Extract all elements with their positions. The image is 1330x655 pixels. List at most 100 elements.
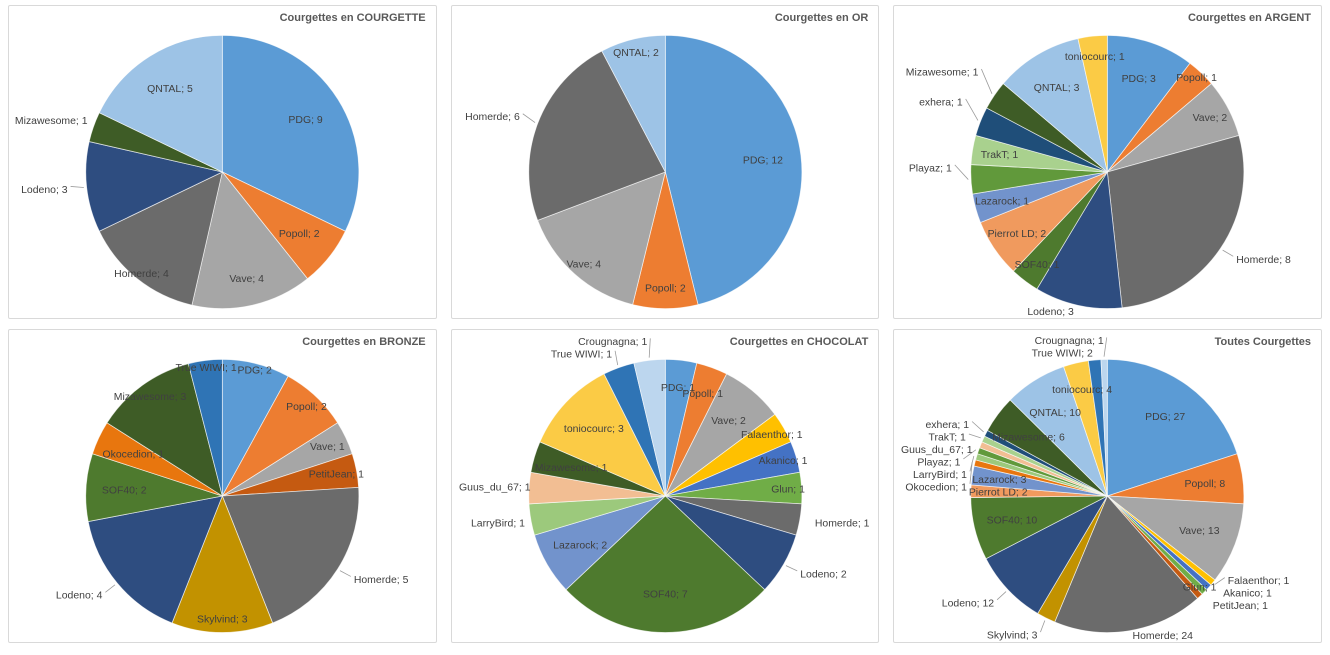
pie-chart-courgette: PDG; 9 Popoll; 2 Vave; 4 Homerde; 4 Lodeno; …: [15, 34, 360, 309]
pie-slice-homerde[interactable]: [221, 486, 360, 624]
chart-title: Courgettes en ARGENT: [1187, 12, 1311, 24]
pie-slice-homerde[interactable]: [1054, 495, 1199, 633]
label-leader-homerde: [339, 570, 352, 577]
slice-label-exhera: exhera; 1: [926, 420, 970, 431]
slice-label-popoll: Popoll; 1: [682, 389, 723, 400]
pie-slice-vave[interactable]: [191, 171, 309, 309]
slice-label-akanico: Akanico; 1: [1223, 589, 1272, 600]
pie-slice-pdg[interactable]: [221, 34, 360, 232]
slice-label-toniocourc: toniocourc; 4: [1053, 385, 1113, 396]
slice-label-pdg: PDG; 2: [237, 366, 271, 377]
pie-slice-crougnagna[interactable]: [1100, 358, 1109, 496]
slice-label-playaz: Playaz; 1: [918, 457, 961, 468]
slice-label-qntal: QNTAL; 5: [147, 84, 193, 95]
slice-label-sof40: SOF40; 1: [1015, 260, 1060, 271]
slice-label-popoll: Popoll; 2: [286, 402, 327, 413]
slice-label-guus-du-67: Guus_du_67; 1: [901, 445, 973, 456]
slice-label-falaenthor: Falaenthor; 1: [1228, 576, 1290, 587]
slice-label-skylvind: Skylvind; 3: [987, 631, 1038, 642]
pie-slice-crougnagna[interactable]: [633, 358, 666, 497]
label-leader-homerde: [1222, 249, 1234, 257]
slice-label-lazarock: Lazarock; 2: [553, 541, 607, 552]
pie-slice-pdg[interactable]: [664, 34, 802, 306]
slice-label-sof40: SOF40; 10: [987, 515, 1038, 526]
slice-label-okocedion: Okocedion; 1: [906, 482, 968, 493]
slice-label-sof40: SOF40; 7: [643, 590, 688, 601]
label-leader-lodeno: [105, 584, 116, 593]
pie-slice-toniocourc[interactable]: [1077, 34, 1109, 173]
slice-label-lodeno: Lodeno; 2: [800, 569, 847, 580]
slice-label-homerde: Homerde; 6: [465, 112, 520, 123]
slice-label-crougnagna: Crougnagna; 1: [578, 337, 647, 348]
pie-slice-homerde[interactable]: [1107, 134, 1245, 309]
slice-label-falaenthor: Falaenthor; 1: [741, 430, 803, 441]
pie-slice-lodeno[interactable]: [85, 141, 224, 232]
slice-label-mizawesome: Mizawesome; 6: [992, 433, 1065, 444]
pie-slice-qntal[interactable]: [600, 34, 666, 173]
slice-label-pierrot-ld: Pierrot LD; 2: [988, 229, 1047, 240]
slice-label-qntal: QNTAL; 2: [613, 48, 659, 59]
label-leader-true-wiwi: [614, 350, 618, 366]
slice-label-qntal: QNTAL; 3: [1034, 83, 1080, 94]
chart-panel-chocolat: Courgettes en CHOCOLAT PDG; 1 Popoll; 1 Va…: [450, 329, 880, 643]
slice-label-true-wiwi: True WIWI; 1: [551, 349, 612, 360]
pie-slice-homerde[interactable]: [528, 50, 666, 221]
slice-label-toniocourc: toniocourc; 3: [564, 424, 624, 435]
pie-slice-toniocourc[interactable]: [539, 373, 666, 497]
slice-label-vave: Vave; 4: [229, 274, 264, 285]
pie-slice-qntal[interactable]: [98, 34, 223, 173]
pie-slice-lodeno[interactable]: [87, 495, 223, 624]
pie-slice-vave[interactable]: [1106, 495, 1245, 581]
slice-label-mizawesome: Mizawesome; 1: [15, 116, 88, 127]
slice-label-pdg: PDG; 1: [661, 383, 695, 394]
slice-label-trakt: TrakT; 1: [981, 150, 1019, 161]
slice-label-vave: Vave; 4: [566, 259, 601, 270]
slice-label-pdg: PDG; 27: [1145, 412, 1185, 423]
slice-label-lodeno: Lodeno; 12: [942, 598, 995, 609]
slice-label-akanico: Akanico; 1: [758, 456, 807, 467]
slice-label-toniocourc: toniocourc; 1: [1065, 52, 1125, 63]
pie-slice-skylvind[interactable]: [171, 494, 274, 633]
label-leader-lodeno: [997, 591, 1007, 601]
slice-label-lodeno: Lodeno; 3: [1028, 307, 1075, 318]
chart-title: Courgettes en CHOCOLAT: [729, 336, 869, 348]
label-leader-exhera: [965, 98, 979, 121]
slice-label-homerde: Homerde; 4: [114, 269, 169, 280]
slice-label-trakt: TrakT; 1: [929, 432, 967, 443]
slice-label-lodeno: Lodeno; 3: [21, 185, 68, 196]
pie-slice-homerde[interactable]: [98, 171, 223, 306]
pie-slice-sof40[interactable]: [565, 495, 765, 633]
slice-label-skylvind: Skylvind; 3: [197, 614, 248, 625]
slice-label-mizawesome: Mizawesome; 1: [534, 463, 607, 474]
slice-label-glun: Glun; 1: [771, 484, 805, 495]
label-leader-larrybird: [969, 455, 975, 472]
slice-label-homerde: Homerde; 24: [1133, 631, 1194, 642]
slice-label-pdg: PDG; 12: [743, 156, 783, 167]
pie-slice-vave[interactable]: [536, 171, 666, 306]
label-leader-playaz: [963, 449, 977, 460]
pie-slice-pdg[interactable]: [1107, 34, 1191, 174]
pie-chart-toutes: PDG; 27 Popoll; 8 Vave; 13 Falaenthor; 1 Aka…: [901, 336, 1290, 642]
label-leader-homerde: [522, 113, 535, 123]
label-leader-mizawesome: [981, 68, 993, 94]
pie-slice-qntal[interactable]: [1003, 38, 1109, 174]
pie-slice-mizawesome[interactable]: [106, 363, 223, 497]
slice-label-pdg: PDG; 3: [1122, 74, 1156, 85]
slice-label-mizawesome: Mizawesome; 3: [114, 392, 187, 403]
pie-slice-lodeno[interactable]: [1036, 170, 1123, 309]
pie-slice-pdg[interactable]: [1107, 358, 1239, 497]
slice-label-popoll: Popoll; 2: [279, 229, 320, 240]
slice-label-crougnagna: Crougnagna; 1: [1035, 336, 1104, 347]
chart-title: Courgettes en COURGETTE: [279, 12, 426, 24]
slice-label-mizawesome: Mizawesome; 1: [906, 68, 979, 79]
slice-label-vave: Vave; 13: [1179, 526, 1220, 537]
chart-panel-bronze: Courgettes en BRONZE PDG; 2 Popoll; 2 Vave…: [8, 329, 437, 643]
slice-label-popoll: Popoll; 2: [645, 283, 686, 294]
chart-panel-courgette: Courgettes en COURGETTE PDG; 9 Popoll; 2 V…: [8, 5, 437, 319]
label-leader-skylvind: [1040, 620, 1046, 633]
label-leader-trakt: [969, 433, 982, 439]
chart-title: Courgettes en OR: [774, 12, 869, 24]
pie-slice-true-wiwi[interactable]: [187, 358, 223, 497]
slice-label-lazarock: Lazarock; 3: [973, 475, 1027, 486]
